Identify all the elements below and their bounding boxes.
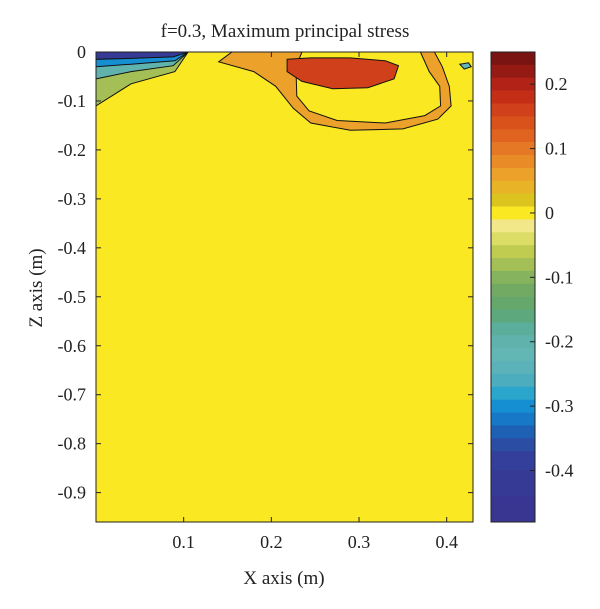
x-axis-ticks: 0.1 0.2 0.3 0.4 [172,52,458,552]
background-field [96,52,473,522]
y-tick-label: -0.8 [58,434,87,454]
y-tick-label: -0.2 [58,140,87,160]
colorbar-band [491,258,535,272]
x-tick-label: 0.1 [172,532,195,552]
colorbar-tick-label: -0.1 [545,267,574,287]
y-tick-label: 0 [77,42,86,62]
colorbar-band [491,155,535,169]
colorbar-tick-label: -0.2 [545,332,574,352]
colorbar-band [491,296,535,310]
colorbar-band [491,322,535,336]
colorbar-band [491,90,535,104]
y-axis-ticks: 0 -0.1 -0.2 -0.3 -0.4 -0.5 -0.6 -0.7 -0.8 -0.9 [58,42,473,503]
colorbar-band [491,167,535,182]
colorbar-frame [490,51,536,523]
colorbar-band [491,496,535,523]
contour-region-7 [458,62,472,70]
y-tick-label: -0.7 [58,385,87,405]
y-tick-label: -0.5 [58,287,87,307]
colorbar-band [491,373,535,388]
colorbar-band [491,206,535,220]
colorbar-band [491,232,535,246]
colorbar-band [491,129,535,143]
colorbar-band [491,438,535,452]
colorbar-band [491,103,535,117]
colorbar-band [491,283,535,297]
y-tick-label: -0.1 [58,91,87,111]
colorbar: 0.2 0.1 0 -0.1 -0.2 -0.3 -0.4 [490,51,574,523]
colorbar-band [491,245,535,259]
colorbar-tick-label: -0.4 [545,460,574,480]
colorbar-band [491,425,535,439]
colorbar-tick-label: 0.1 [545,139,568,159]
y-tick-label: -0.9 [58,483,87,503]
contour-region-2 [286,57,400,90]
colorbar-band [491,116,535,130]
colorbar-band [491,77,535,91]
colorbar-band [491,386,535,400]
colorbar-tick-label: 0 [545,203,554,223]
x-tick-label: 0.4 [435,532,458,552]
colorbar-band [491,193,535,207]
colorbar-band [491,470,535,497]
plot-area: 0.1 0.2 0.3 0.4 0 -0.1 -0.2 -0.3 -0.4 -0.5 -0.6 -0… [58,42,474,552]
colorbar-band [491,348,535,362]
colorbar-band [491,219,535,233]
colorbar-tick-label: -0.3 [545,396,574,416]
y-tick-label: -0.4 [58,238,87,258]
colorbar-band [491,52,535,66]
colorbar-band [491,361,535,375]
y-tick-label: -0.6 [58,336,87,356]
colorbar-band [491,399,535,413]
colorbar-band [491,412,535,426]
colorbar-band [491,309,535,323]
colorbar-tick-label: 0.2 [545,74,568,94]
plot-frame [95,51,474,523]
y-tick-label: -0.3 [58,189,87,209]
colorbar-band [491,64,535,79]
contour-regions [95,51,473,522]
colorbar-band [491,270,535,285]
colorbar-band [491,451,535,471]
chart-title: f=0.3, Maximum principal stress [161,21,410,42]
x-tick-label: 0.3 [348,532,371,552]
colorbar-bands [491,52,535,523]
colorbar-ticks: 0.2 0.1 0 -0.1 -0.2 -0.3 -0.4 [530,74,574,480]
colorbar-band [491,180,535,194]
y-axis-label: Z axis (m) [26,248,47,327]
colorbar-band [491,142,535,156]
colorbar-band [491,335,535,349]
x-tick-label: 0.2 [260,532,283,552]
x-axis-label: X axis (m) [243,568,324,589]
